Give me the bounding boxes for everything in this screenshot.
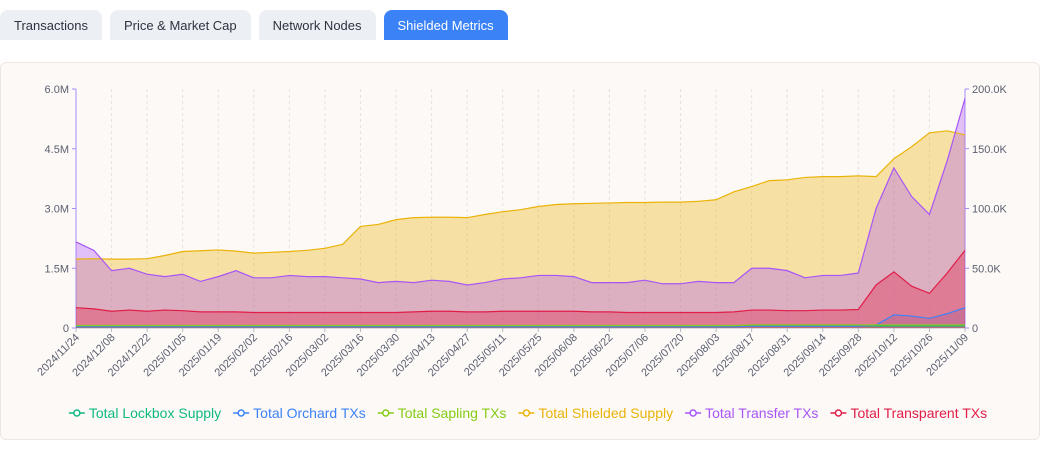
line bbox=[75, 98, 966, 286]
line bbox=[76, 324, 965, 327]
line bbox=[75, 249, 966, 314]
tab[interactable]: Price & Market Cap bbox=[109, 10, 251, 40]
area bbox=[76, 130, 965, 328]
legend-marker bbox=[834, 409, 843, 417]
legend-item: Total Shielded Supply bbox=[518, 405, 673, 421]
legend-label: Total Sapling TXs bbox=[398, 405, 507, 421]
y2-tick-label: 0 bbox=[972, 323, 978, 335]
y-tick-label: 3.0M bbox=[45, 204, 69, 216]
y2-tick-label: 200.0K bbox=[972, 84, 1008, 96]
tab-bar: Transactions Price & Market Cap Network No… bbox=[0, 10, 508, 40]
line bbox=[76, 307, 966, 328]
legend-marker bbox=[689, 409, 697, 417]
tab[interactable]: Network Nodes bbox=[258, 10, 376, 40]
legend: Total Lockbox Supply Total Orchard TXs Tot… bbox=[68, 405, 987, 421]
legend-label: Total Orchard TXs bbox=[253, 405, 366, 421]
legend-label: Total Transparent TXs bbox=[850, 405, 987, 421]
chart-panel bbox=[0, 62, 1040, 440]
legend-item: Total Transparent TXs bbox=[830, 405, 987, 421]
area bbox=[76, 98, 965, 328]
y-tick-label: 4.5M bbox=[45, 144, 69, 156]
legend-item: Total Transfer TXs bbox=[685, 405, 818, 421]
y-tick-label: 6.0M bbox=[45, 84, 69, 96]
legend-item: Total Orchard TXs bbox=[233, 405, 366, 421]
y-tick-label: 1.5M bbox=[45, 263, 69, 275]
area bbox=[76, 250, 965, 328]
y2-tick-label: 150.0K bbox=[972, 144, 1008, 156]
legend-label: Total Transfer TXs bbox=[705, 405, 818, 421]
legend-label: Total Lockbox Supply bbox=[89, 405, 221, 421]
y2-tick-label: 50.0K bbox=[972, 263, 1001, 275]
tab[interactable]: Transactions bbox=[0, 10, 102, 40]
legend-marker bbox=[522, 409, 531, 417]
line bbox=[75, 130, 966, 260]
legend-marker bbox=[237, 409, 245, 417]
legend-label: Total Shielded Supply bbox=[538, 405, 673, 421]
legend-item: Total Lockbox Supply bbox=[68, 405, 221, 421]
legend-marker bbox=[381, 409, 390, 417]
tab[interactable]: Shielded Metrics bbox=[383, 10, 508, 40]
y-tick-label: 0 bbox=[63, 323, 69, 335]
y2-tick-label: 100.0K bbox=[972, 204, 1008, 216]
legend-item: Total Sapling TXs bbox=[377, 405, 507, 421]
legend-marker bbox=[73, 409, 81, 417]
